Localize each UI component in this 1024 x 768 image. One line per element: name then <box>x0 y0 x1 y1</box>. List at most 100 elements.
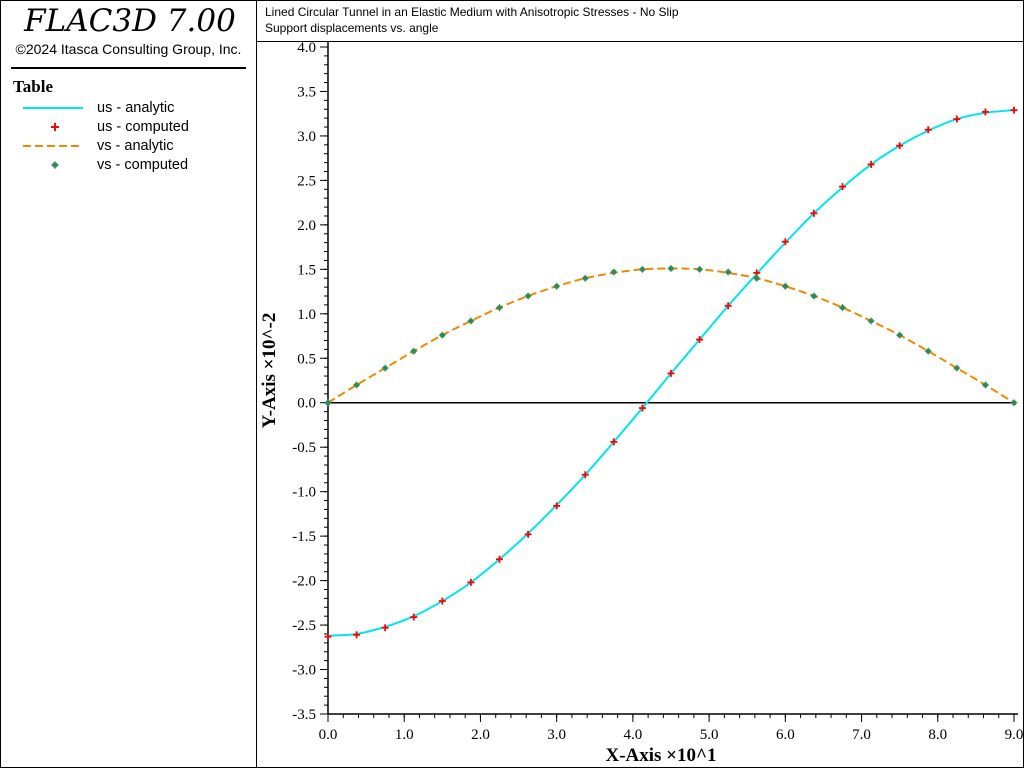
legend-item-vs-analytic: vs - analytic <box>21 137 251 155</box>
data-point-vs-computed <box>524 292 532 300</box>
data-point-vs-computed <box>353 381 361 389</box>
data-point-us-computed <box>1010 106 1018 114</box>
y-tick-label: -3.0 <box>292 663 316 679</box>
x-axis-label: X-Axis ×10^1 <box>605 745 716 766</box>
chart-plot: 4.0 3.5 3.0 2.5 2.0 1.5 1.0 0.5 0.0 -0.5 -1.0 -1.5 -… <box>259 42 1023 766</box>
data-point-us-computed <box>381 624 389 632</box>
y-tick-label: -2.0 <box>292 574 316 590</box>
x-tick-label: 4.0 <box>624 727 643 743</box>
data-point-us-computed <box>438 597 446 605</box>
data-point-us-computed <box>524 530 532 538</box>
data-point-us-computed <box>638 404 646 412</box>
x-tick-label: 9.0 <box>1005 727 1023 743</box>
y-tick-label: 4.0 <box>297 42 316 56</box>
plot-subtitle: Support displacements vs. angle <box>265 21 439 35</box>
legend-title: Table <box>13 77 54 96</box>
star-marker-icon <box>51 161 59 169</box>
y-tick-label: -1.5 <box>292 529 316 545</box>
data-point-vs-computed <box>438 331 446 339</box>
x-tick-label: 5.0 <box>700 727 719 743</box>
legend-label: us - computed <box>97 119 189 135</box>
data-point-us-computed <box>553 502 561 510</box>
data-point-us-computed <box>410 613 418 621</box>
legend-panel: FLAC3D 7.00 ©2024 Itasca Consulting Grou… <box>1 1 257 767</box>
solid-line-icon <box>23 107 83 109</box>
data-point-us-computed <box>581 471 589 479</box>
y-tick-label: -1.0 <box>292 485 316 501</box>
x-tick-label: 8.0 <box>928 727 947 743</box>
plot-header: Lined Circular Tunnel in an Elastic Medi… <box>257 1 1023 42</box>
data-point-us-computed <box>610 438 618 446</box>
x-tick-label: 7.0 <box>852 727 871 743</box>
data-point-vs-computed <box>410 347 418 355</box>
data-point-us-computed <box>981 108 989 116</box>
y-tick-label: 3.0 <box>297 129 316 145</box>
legend-item-us-computed: us - computed <box>21 118 251 136</box>
data-point-us-computed <box>924 126 932 134</box>
data-point-us-computed <box>896 142 904 150</box>
legend-label: vs - computed <box>97 157 189 173</box>
series-line-vs-analytic <box>327 267 1015 404</box>
data-point-vs-computed <box>839 304 846 312</box>
data-point-vs-computed <box>467 317 475 325</box>
y-tick-label: 2.5 <box>297 173 316 189</box>
plot-title: Lined Circular Tunnel in an Elastic Medi… <box>265 5 679 19</box>
data-point-vs-computed <box>324 399 332 407</box>
y-tick-label: 2.0 <box>297 218 316 234</box>
x-tick-label: 0.0 <box>319 727 338 743</box>
data-point-vs-computed <box>581 274 589 282</box>
data-point-vs-computed <box>496 304 503 312</box>
y-tick-label: 1.5 <box>297 262 316 278</box>
copyright-text: ©2024 Itasca Consulting Group, Inc. <box>15 41 242 57</box>
data-point-vs-computed <box>696 265 704 273</box>
data-point-us-computed <box>667 369 675 377</box>
data-point-vs-computed <box>953 364 961 372</box>
data-point-us-computed <box>839 183 846 191</box>
y-tick-label: -3.5 <box>292 707 316 723</box>
x-tick-label: 1.0 <box>395 727 414 743</box>
y-tick-label: 0.5 <box>297 351 316 367</box>
data-point-vs-computed <box>638 265 646 273</box>
y-tick-label: 0.0 <box>297 396 316 412</box>
data-point-us-computed <box>867 160 875 168</box>
data-point-us-computed <box>496 555 503 563</box>
y-tick-label: 3.5 <box>297 84 316 100</box>
dashed-line-icon <box>23 145 83 147</box>
legend-label: us - analytic <box>97 100 175 116</box>
data-point-vs-computed <box>981 381 989 389</box>
legend-item-vs-computed: vs - computed <box>21 156 251 174</box>
data-point-us-computed <box>324 633 332 641</box>
data-point-vs-computed <box>924 347 932 355</box>
data-point-vs-computed <box>667 264 675 272</box>
data-point-us-computed <box>810 209 818 217</box>
data-point-vs-computed <box>867 317 875 325</box>
data-point-vs-computed <box>781 282 789 290</box>
legend-label: vs - analytic <box>97 138 174 154</box>
data-point-vs-computed <box>896 331 904 339</box>
data-point-us-computed <box>353 631 361 639</box>
data-point-us-computed <box>467 578 475 586</box>
data-point-vs-computed <box>810 292 818 300</box>
y-tick-label: 1.0 <box>297 307 316 323</box>
data-point-us-computed <box>724 302 732 310</box>
x-tick-label: 2.0 <box>471 727 490 743</box>
cross-marker-icon <box>51 123 59 131</box>
legend-item-us-analytic: us - analytic <box>21 99 251 117</box>
data-point-vs-computed <box>553 282 561 290</box>
divider <box>11 67 246 69</box>
x-tick-label: 6.0 <box>776 727 795 743</box>
app-title: FLAC3D 7.00 <box>24 3 236 39</box>
x-tick-label: 3.0 <box>547 727 566 743</box>
y-tick-label: -0.5 <box>292 440 316 456</box>
data-point-us-computed <box>781 238 789 246</box>
y-axis-label: Y-Axis ×10^-2 <box>259 313 280 429</box>
data-point-vs-computed <box>610 268 618 276</box>
data-point-vs-computed <box>724 268 732 276</box>
data-point-vs-computed <box>381 364 389 372</box>
data-point-vs-computed <box>753 274 761 282</box>
data-point-us-computed <box>953 115 961 123</box>
y-tick-label: -2.5 <box>292 618 316 634</box>
data-point-vs-computed <box>1010 399 1018 407</box>
data-point-us-computed <box>696 336 704 344</box>
